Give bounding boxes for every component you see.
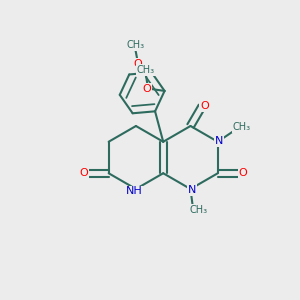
Text: NH: NH (126, 186, 143, 197)
Text: O: O (79, 168, 88, 178)
Text: O: O (200, 101, 209, 111)
Text: O: O (238, 168, 247, 178)
Text: CH₃: CH₃ (126, 40, 144, 50)
Text: N: N (188, 185, 196, 195)
Text: O: O (133, 59, 142, 69)
Text: CH₃: CH₃ (189, 205, 207, 215)
Text: O: O (143, 83, 152, 94)
Text: CH₃: CH₃ (136, 65, 155, 75)
Text: CH₃: CH₃ (233, 122, 251, 132)
Text: N: N (215, 136, 224, 146)
